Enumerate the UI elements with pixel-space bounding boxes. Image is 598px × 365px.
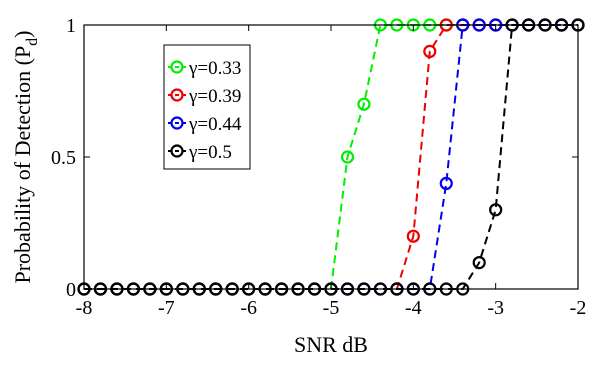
axes-layer: -8 -7 -6 -5 -4 -3 -2 0 0.5 1	[51, 15, 586, 319]
plot-background	[84, 25, 578, 289]
x-axis-title: SNR dB	[294, 332, 368, 357]
data-point	[489, 203, 503, 217]
legend-marker	[170, 60, 184, 74]
y-axis-title-main: Probability of Detection (P	[10, 46, 35, 284]
data-point	[439, 176, 453, 190]
legend-marker	[170, 116, 184, 130]
data-point	[406, 229, 420, 243]
plot-area	[84, 25, 578, 289]
x-tick-label: -2	[570, 297, 587, 319]
x-tick-label: -8	[76, 297, 93, 319]
x-tick-label: -6	[240, 297, 257, 319]
data-point	[340, 150, 355, 164]
x-tick-label: -5	[323, 297, 340, 319]
x-tick-label: -4	[405, 297, 422, 319]
y-axis-title-subscript: d	[24, 38, 41, 46]
legend-marker	[170, 88, 184, 102]
data-point	[472, 256, 486, 270]
legend-label: γ=0.44	[188, 114, 242, 135]
legend-item: γ=0.44	[168, 114, 242, 135]
legend-item: γ=0.33	[168, 58, 241, 79]
x-tick-label: -3	[487, 297, 504, 319]
y-axis-title-close: )	[10, 30, 35, 37]
legend-item: γ=0.39	[168, 86, 241, 107]
legend-label: γ=0.39	[188, 86, 241, 107]
data-point	[357, 97, 371, 111]
legend: γ=0.33 γ=0.39 γ=0.44 γ=0.5	[163, 44, 251, 170]
legend-marker	[170, 144, 184, 158]
legend-label: γ=0.33	[188, 58, 241, 79]
legend-item: γ=0.5	[168, 142, 232, 163]
legend-label: γ=0.5	[188, 142, 232, 163]
x-tick-label: -7	[158, 297, 175, 319]
legend-box	[163, 44, 251, 170]
y-tick-label: 0	[66, 279, 76, 301]
data-point	[423, 44, 437, 59]
y-axis-title: Probability of Detection (Pd)	[10, 30, 41, 283]
y-tick-label: 0.5	[51, 147, 76, 169]
y-tick-label: 1	[66, 15, 76, 37]
